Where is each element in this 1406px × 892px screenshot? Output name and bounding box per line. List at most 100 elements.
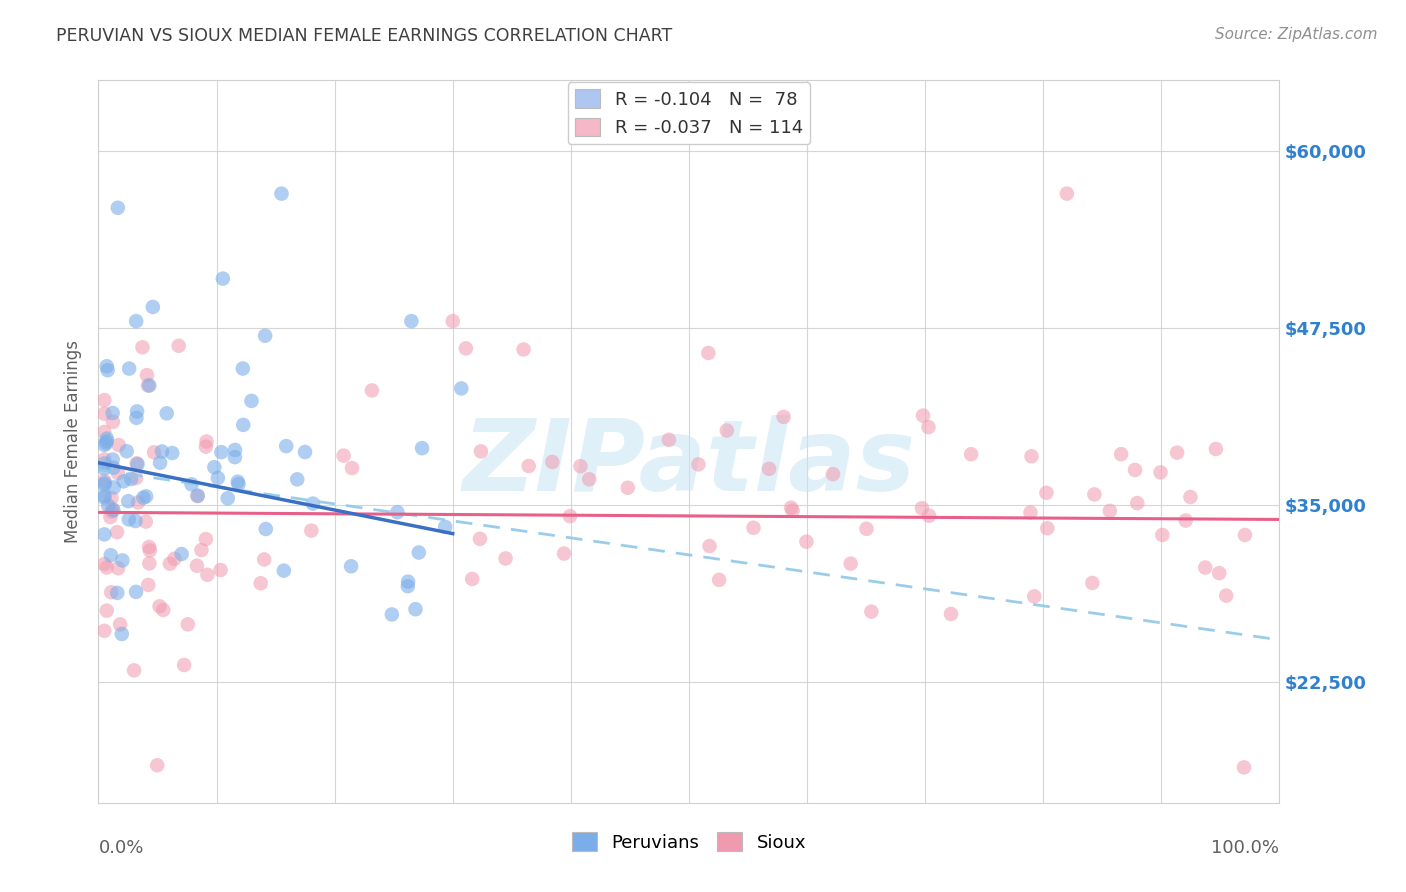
Point — [939, 607, 962, 621]
Point — [103, 480, 125, 494]
Point — [1215, 589, 1237, 603]
Point — [96, 432, 118, 446]
Point — [101, 415, 124, 429]
Point — [132, 491, 155, 505]
Point — [780, 500, 803, 515]
Point — [101, 502, 124, 516]
Point — [167, 339, 190, 353]
Point — [111, 627, 134, 641]
Point — [302, 497, 325, 511]
Point — [150, 444, 173, 458]
Point — [240, 393, 263, 408]
Point — [202, 460, 225, 475]
Point — [103, 503, 125, 517]
Point — [578, 472, 600, 486]
Point — [152, 603, 174, 617]
Point — [135, 489, 157, 503]
Point — [796, 534, 818, 549]
Point — [294, 445, 316, 459]
Point — [454, 342, 477, 356]
Point — [96, 560, 118, 574]
Point — [232, 417, 254, 432]
Point — [93, 438, 115, 452]
Point — [107, 561, 129, 575]
Point — [434, 520, 457, 534]
Point — [224, 450, 246, 465]
Point — [495, 551, 517, 566]
Point — [742, 521, 765, 535]
Point — [387, 505, 409, 519]
Point — [209, 563, 232, 577]
Point — [1083, 487, 1105, 501]
Point — [124, 514, 146, 528]
Point — [107, 201, 129, 215]
Point — [101, 406, 124, 420]
Point — [93, 457, 115, 471]
Point — [93, 407, 115, 421]
Point — [125, 314, 148, 328]
Point — [1208, 566, 1230, 580]
Point — [162, 446, 184, 460]
Point — [96, 434, 118, 449]
Point — [917, 420, 939, 434]
Point — [209, 445, 232, 459]
Point — [117, 494, 139, 508]
Point — [170, 547, 193, 561]
Point — [273, 564, 295, 578]
Point — [855, 522, 877, 536]
Point — [512, 343, 534, 357]
Point — [254, 522, 277, 536]
Point — [411, 441, 433, 455]
Point — [340, 461, 363, 475]
Point — [217, 491, 239, 506]
Point — [93, 557, 115, 571]
Point — [111, 553, 134, 567]
Point — [960, 447, 983, 461]
Point — [839, 557, 862, 571]
Point — [461, 572, 484, 586]
Point — [401, 314, 423, 328]
Point — [299, 524, 322, 538]
Point — [125, 404, 148, 418]
Point — [105, 586, 128, 600]
Point — [135, 515, 157, 529]
Point — [405, 602, 427, 616]
Point — [758, 462, 780, 476]
Point — [772, 409, 794, 424]
Point — [1098, 504, 1121, 518]
Point — [125, 456, 148, 470]
Point — [688, 458, 710, 472]
Point — [1233, 760, 1256, 774]
Point — [103, 460, 125, 475]
Point — [1180, 490, 1202, 504]
Point — [118, 361, 141, 376]
Point — [699, 539, 721, 553]
Point — [138, 557, 160, 571]
Point — [190, 543, 212, 558]
Point — [93, 393, 115, 408]
Text: 100.0%: 100.0% — [1212, 838, 1279, 857]
Point — [142, 300, 165, 314]
Point — [541, 455, 564, 469]
Point — [381, 607, 404, 622]
Point — [136, 578, 159, 592]
Point — [253, 552, 276, 566]
Point — [558, 509, 581, 524]
Point — [93, 475, 115, 490]
Point — [716, 424, 738, 438]
Point — [396, 579, 419, 593]
Point — [148, 599, 170, 614]
Text: PERUVIAN VS SIOUX MEDIAN FEMALE EARNINGS CORRELATION CHART: PERUVIAN VS SIOUX MEDIAN FEMALE EARNINGS… — [56, 27, 672, 45]
Point — [441, 314, 464, 328]
Point — [249, 576, 271, 591]
Point — [125, 471, 148, 485]
Point — [285, 472, 308, 486]
Point — [1149, 466, 1171, 480]
Point — [143, 445, 166, 459]
Point — [228, 477, 250, 491]
Point — [707, 573, 730, 587]
Point — [136, 368, 159, 383]
Point — [97, 363, 120, 377]
Point — [194, 440, 217, 454]
Point — [139, 543, 162, 558]
